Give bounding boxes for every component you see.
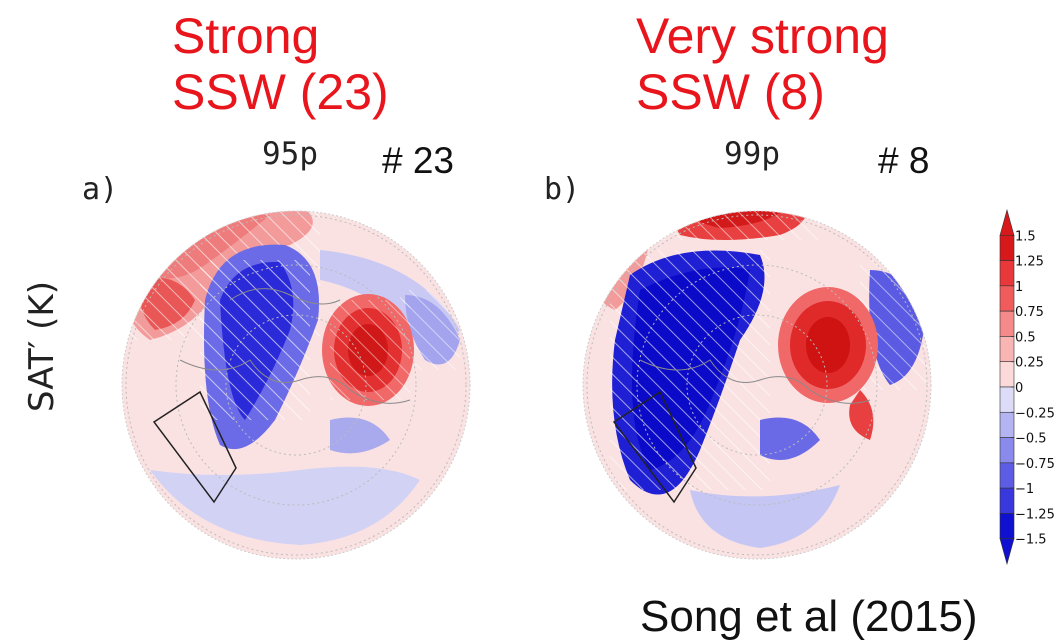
colorbar-tick-label: −1 (1015, 482, 1034, 497)
colorbar-swatch (999, 260, 1015, 287)
colorbar-tick-label: 1 (1015, 280, 1023, 295)
colorbar-swatch (999, 513, 1015, 540)
colorbar-tick-label: 0.5 (1015, 330, 1036, 345)
panel-b-sector-box (612, 390, 697, 504)
colorbar-swatch (999, 336, 1015, 363)
colorbar-arrow-bottom (999, 538, 1015, 566)
colorbar-swatch (999, 234, 1015, 261)
colorbar-tick-label: −0.5 (1015, 432, 1047, 447)
panel-b-title-line1: Very strong (636, 8, 889, 64)
colorbar-swatch (999, 462, 1015, 489)
panel-b-label: b) (544, 172, 581, 207)
colorbar-swatch (999, 285, 1015, 312)
colorbar-tick-label: −0.25 (1015, 406, 1055, 421)
panel-a-count: # 23 (382, 140, 455, 181)
colorbar-swatch (999, 437, 1015, 464)
colorbar-tick-label: −1.5 (1015, 533, 1047, 548)
panel-b-map (583, 211, 931, 559)
colorbar-swatch (999, 361, 1015, 388)
panel-a-sector-box (152, 390, 237, 504)
colorbar-tick-label: 0 (1015, 381, 1023, 396)
colorbar-tick-label: −1.25 (1015, 507, 1055, 522)
panel-a-percentile: 95p (262, 136, 318, 172)
colorbar-tick-label: 0.75 (1015, 305, 1044, 320)
panel-b-title-line2: SSW (8) (636, 64, 825, 120)
panel-b-percentile: 99p (724, 136, 780, 172)
colorbar-swatch (999, 411, 1015, 438)
colorbar-arrow-top (999, 208, 1015, 236)
colorbar-tick-label: 0.25 (1015, 356, 1044, 371)
panel-a-title-line2: SSW (23) (172, 64, 389, 120)
colorbar-tick-label: −0.75 (1015, 457, 1055, 472)
colorbar-swatch (999, 310, 1015, 337)
colorbar-tick-label: 1.25 (1015, 255, 1044, 270)
panel-b-count: # 8 (878, 140, 930, 181)
panel-a-map (122, 211, 470, 559)
colorbar-tick-label: 1.5 (1015, 229, 1036, 244)
colorbar-swatch (999, 487, 1015, 514)
citation-credit: Song et al (2015) (640, 592, 978, 641)
colorbar: 1.5 1.25 1 0.75 0.5 0.25 0 −0.25 −0.5 −0.75 −1 −1.2… (999, 208, 1055, 566)
panel-a-label: a) (82, 172, 119, 207)
panel-a-title-line1: Strong (172, 8, 320, 64)
colorbar-swatch (999, 386, 1015, 413)
